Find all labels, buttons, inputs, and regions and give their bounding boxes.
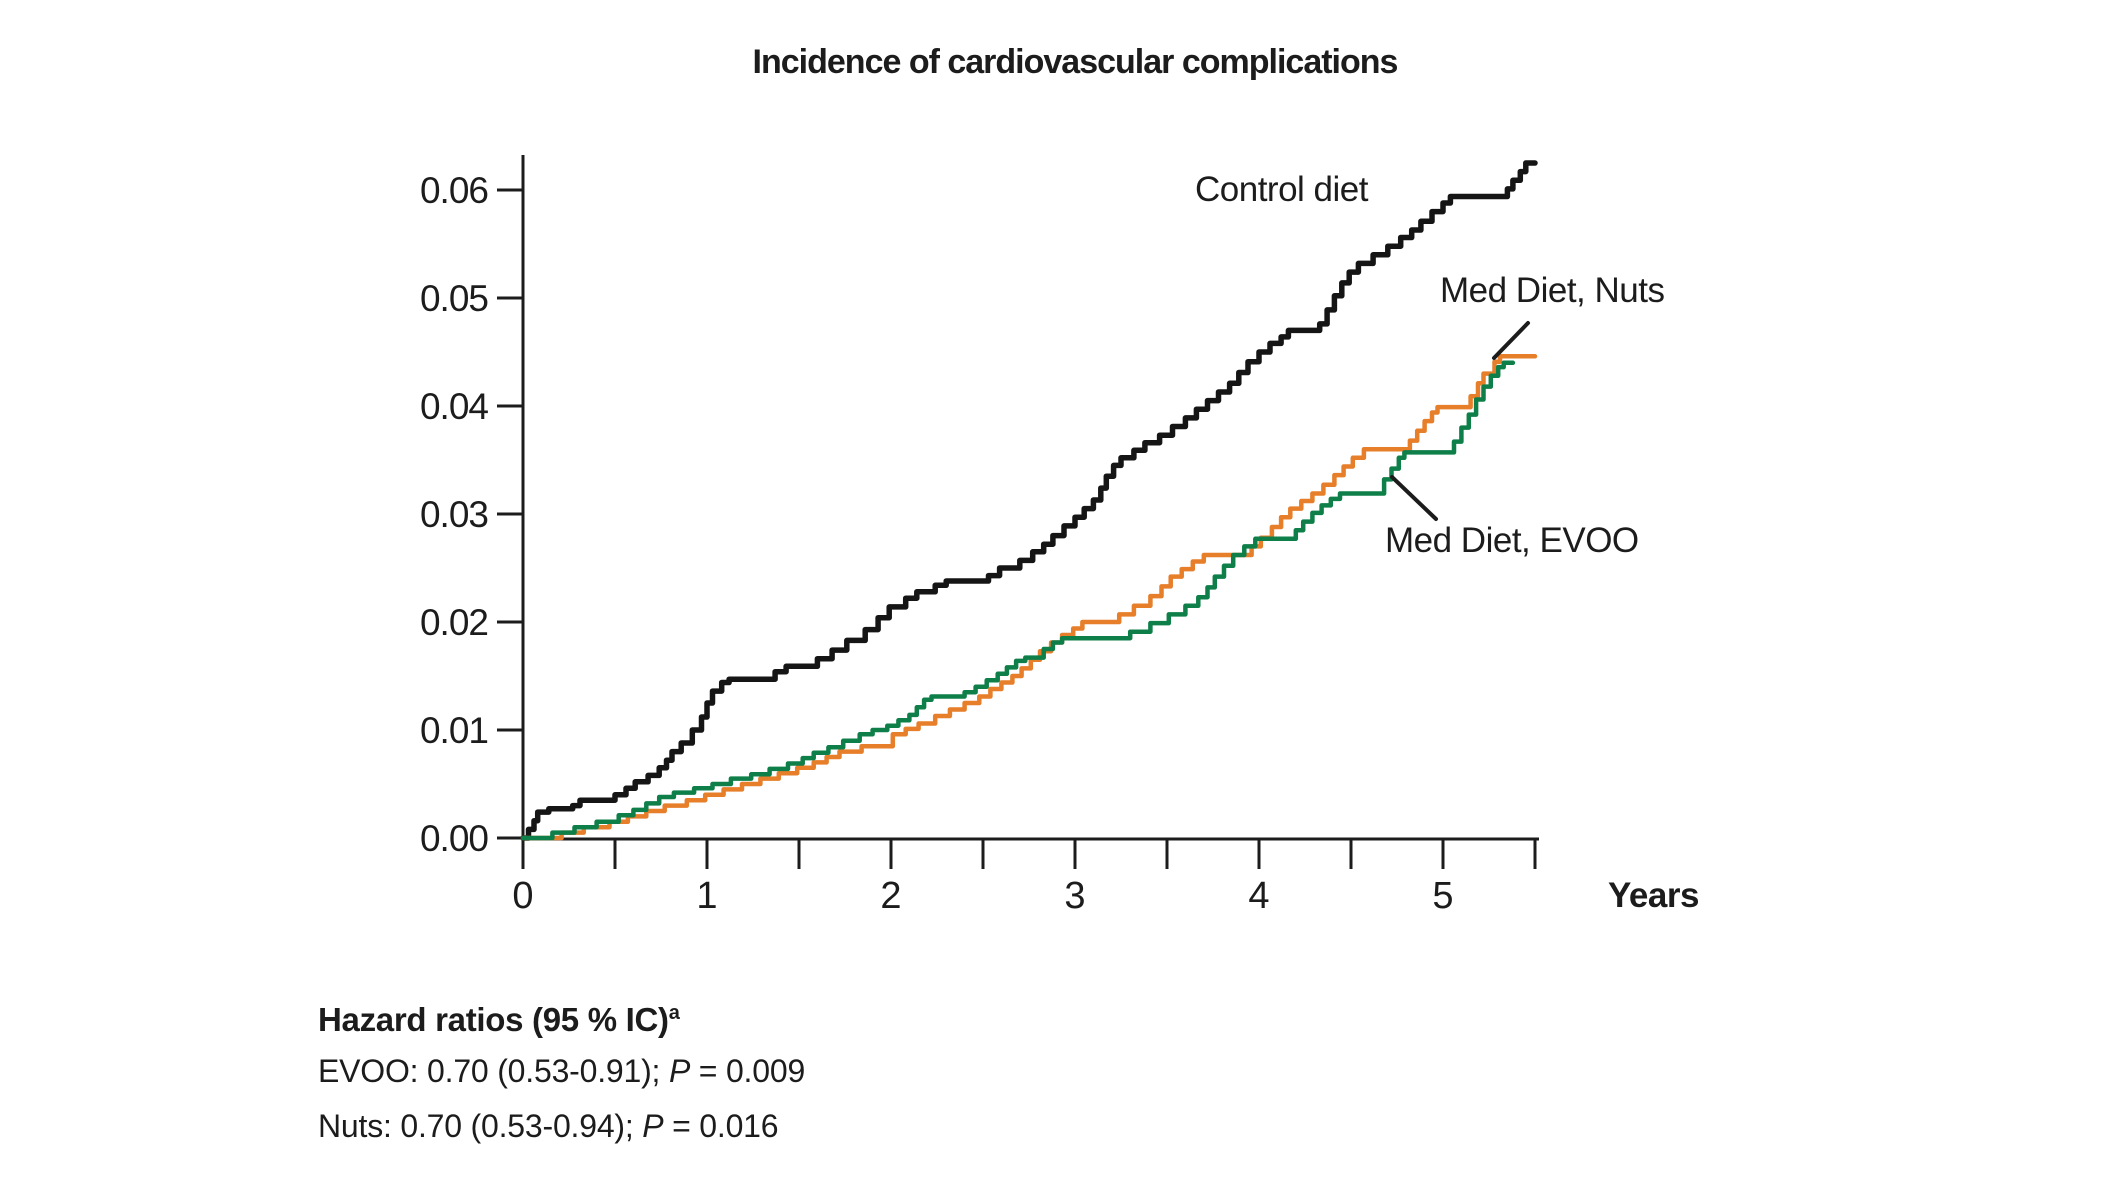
x-tick-label: 2: [880, 875, 901, 917]
y-tick-label: 0.03: [420, 494, 488, 535]
x-tick-label: 4: [1248, 875, 1269, 917]
x-tick-label: 0: [512, 875, 533, 917]
footnote-heading: Hazard ratios (95 % IC)a: [318, 1001, 680, 1039]
y-tick-label: 0.06: [420, 170, 488, 211]
y-tick-label: 0.05: [420, 278, 488, 319]
series-label-med-diet-nuts: Med Diet, Nuts: [1440, 271, 1664, 310]
footnote-nuts-text: Nuts: 0.70 (0.53-0.94);: [318, 1108, 643, 1144]
footnote-heading-superscript: a: [668, 1002, 680, 1024]
y-tick-label: 0.04: [420, 386, 488, 427]
footnote-nuts-p-symbol: P: [642, 1108, 664, 1144]
series-control-diet: [520, 160, 1538, 841]
y-tick-label: 0.00: [420, 818, 488, 859]
y-tick-label: 0.01: [420, 710, 488, 751]
footnote-evoo-text: EVOO: 0.70 (0.53-0.91);: [318, 1053, 669, 1089]
footnote-evoo-pvalue: = 0.009: [690, 1053, 806, 1089]
footnote-heading-text: Hazard ratios (95 % IC): [318, 1001, 669, 1038]
chart-title: Incidence of cardiovascular complication…: [753, 43, 1398, 81]
series-med-diet-evoo: [520, 360, 1516, 841]
footnote-nuts-pvalue: = 0.016: [663, 1108, 779, 1144]
series-med-diet-nuts: [520, 354, 1538, 841]
footnote-line-nuts: Nuts: 0.70 (0.53-0.94); P = 0.016: [318, 1108, 779, 1145]
series-label-control-diet: Control diet: [1195, 170, 1369, 209]
leader-line-med-diet-evoo: [1390, 475, 1438, 521]
x-tick-label: 1: [696, 875, 717, 917]
x-tick-label: 5: [1432, 875, 1453, 917]
leader-line-med-diet-nuts: [1492, 321, 1530, 360]
footnote-evoo-p-symbol: P: [668, 1053, 691, 1089]
x-tick-label: 3: [1064, 875, 1085, 917]
series-label-med-diet-evoo: Med Diet, EVOO: [1385, 521, 1639, 560]
footnote-line-evoo: EVOO: 0.70 (0.53-0.91); P = 0.009: [318, 1053, 805, 1090]
y-tick-label: 0.02: [420, 602, 488, 643]
x-axis-title: Years: [1608, 876, 1699, 915]
